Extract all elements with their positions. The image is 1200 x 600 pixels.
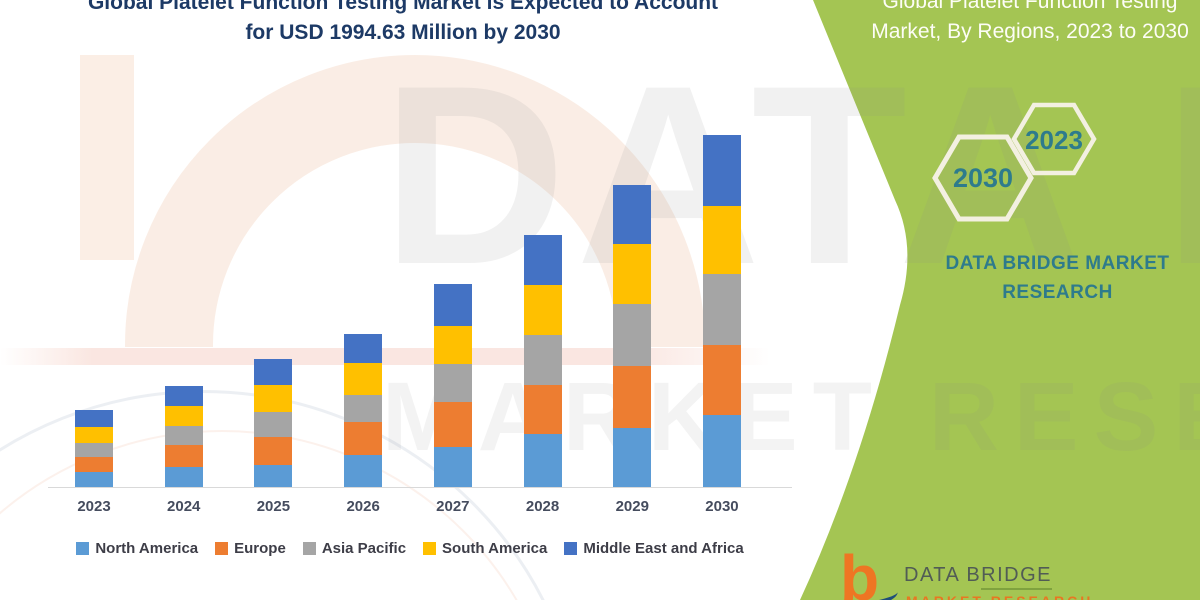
- bar-segment-south-america-2030: [702, 206, 741, 275]
- legend-label-europe: Europe: [234, 540, 286, 557]
- x-axis-label-2023: 2023: [77, 498, 111, 515]
- legend-item-north-america: North America: [76, 540, 198, 557]
- chart-title: Global Platelet Function Testing Market …: [38, 0, 768, 48]
- legend-label-north-america: North America: [95, 540, 199, 557]
- bar-segment-south-america-2023: [75, 426, 113, 443]
- legend-item-middle-east-and-africa: Middle East and Africa: [564, 540, 744, 557]
- chart-title-line1: Global Platelet Function Testing Market …: [87, 0, 719, 14]
- bar-segment-europe-2026: [344, 421, 383, 456]
- legend-item-south-america: South America: [423, 540, 547, 557]
- watermark-b-logo-stem: [80, 55, 134, 260]
- bar-segment-middle-east-and-africa-2024: [164, 386, 203, 407]
- legend-swatch-europe: [215, 542, 229, 555]
- bar-segment-south-america-2027: [433, 325, 472, 365]
- bar-segment-middle-east-and-africa-2025: [254, 359, 293, 386]
- bar-segment-north-america-2025: [254, 464, 293, 487]
- watermark-swoosh-band: [0, 348, 770, 365]
- chart-legend: North America Europe Asia Pacific South Ame…: [30, 540, 790, 557]
- bar-segment-north-america-2024: [164, 467, 203, 487]
- bar-segment-north-america-2028: [523, 433, 562, 487]
- bar-segment-asia-pacific-2025: [254, 411, 293, 437]
- bar-segment-asia-pacific-2024: [164, 426, 203, 446]
- x-axis-label-2027: 2027: [436, 498, 470, 515]
- legend-swatch-asia-pacific: [302, 542, 316, 555]
- bar-segment-asia-pacific-2027: [433, 364, 472, 402]
- bar-segment-north-america-2023: [75, 471, 113, 487]
- watermark-b-logo-bowl: [125, 55, 705, 347]
- bar-segment-asia-pacific-2030: [702, 274, 741, 346]
- x-axis-label-2026: 2026: [346, 498, 380, 515]
- bar-segment-europe-2030: [702, 345, 741, 416]
- bar-segment-south-america-2025: [254, 385, 293, 412]
- bar-segment-middle-east-and-africa-2030: [702, 135, 741, 206]
- bar-segment-europe-2029: [613, 366, 652, 428]
- legend-swatch-north-america: [76, 542, 90, 555]
- legend-item-asia-pacific: Asia Pacific: [302, 540, 407, 557]
- bar-segment-north-america-2030: [702, 415, 741, 487]
- bar-segment-middle-east-and-africa-2027: [433, 284, 472, 326]
- legend-swatch-middle-east-and-africa: [564, 542, 578, 555]
- bar-segment-middle-east-and-africa-2028: [523, 234, 562, 285]
- bar-segment-south-america-2029: [613, 244, 652, 305]
- bar-segment-north-america-2029: [613, 428, 652, 487]
- stacked-bar-chart: 2023 2024 2025 2026 2027 2028 2029 2030: [48, 135, 792, 515]
- bar-segment-asia-pacific-2023: [75, 443, 113, 457]
- bar-segment-middle-east-and-africa-2026: [344, 333, 383, 364]
- bar-segment-south-america-2024: [164, 406, 203, 427]
- chart-title-line2: for USD 1994.63 Million by 2030: [245, 21, 561, 44]
- bar-segment-north-america-2026: [344, 455, 383, 487]
- watermark-text-row1: DATA B: [382, 48, 1200, 303]
- x-axis-label-2029: 2029: [615, 498, 649, 515]
- bar-segment-europe-2024: [164, 445, 203, 468]
- bar-segment-asia-pacific-2028: [523, 334, 562, 385]
- x-axis-line: [48, 487, 792, 488]
- bar-segment-asia-pacific-2029: [613, 304, 652, 366]
- legend-label-asia-pacific: Asia Pacific: [321, 540, 407, 557]
- bar-segment-south-america-2028: [523, 284, 562, 335]
- bar-segment-south-america-2026: [344, 363, 383, 396]
- bar-segment-europe-2025: [254, 437, 293, 465]
- bar-segment-europe-2023: [75, 456, 113, 472]
- x-axis-label-2028: 2028: [525, 498, 560, 515]
- bar-segment-north-america-2027: [433, 446, 472, 487]
- bar-segment-asia-pacific-2026: [344, 395, 383, 422]
- legend-label-south-america: South America: [442, 540, 548, 557]
- x-axis-label-2024: 2024: [167, 498, 201, 515]
- legend-swatch-south-america: [423, 542, 437, 555]
- legend-label-middle-east-and-africa: Middle East and Africa: [583, 540, 744, 557]
- green-panel-shape: [800, 0, 1200, 600]
- x-axis-label-2025: 2025: [256, 498, 291, 515]
- legend-item-europe: Europe: [215, 540, 286, 557]
- bar-segment-middle-east-and-africa-2029: [613, 185, 652, 245]
- bar-segment-europe-2028: [523, 384, 562, 434]
- watermark-text-row2: MARKET RESEARCH: [382, 362, 1200, 471]
- bar-segment-middle-east-and-africa-2023: [75, 409, 113, 427]
- x-axis-label-2030: 2030: [705, 498, 739, 515]
- bar-segment-europe-2027: [433, 401, 472, 447]
